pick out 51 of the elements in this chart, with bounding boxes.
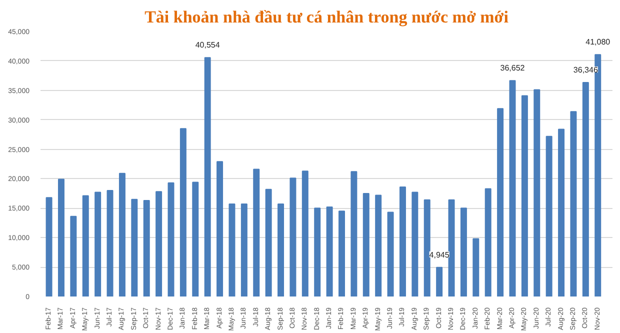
- bar: [521, 95, 528, 296]
- bar: [558, 128, 565, 296]
- bar: [118, 172, 126, 296]
- bar: [399, 186, 406, 296]
- bar: [534, 89, 540, 296]
- bar: [546, 136, 552, 296]
- bar: [228, 204, 236, 296]
- bar: [46, 197, 52, 296]
- bar: [240, 204, 248, 296]
- bar: [106, 190, 114, 296]
- bar: [94, 192, 102, 296]
- data-label: 36,346: [573, 65, 598, 74]
- bar: [412, 192, 418, 296]
- bar: [143, 200, 150, 296]
- chart-title: Tài khoản nhà đầu tư cá nhân trong nước mở mới: [144, 8, 509, 26]
- bar: [314, 208, 321, 296]
- data-label: 41,080: [586, 38, 611, 47]
- bar: [326, 206, 333, 296]
- bar: [265, 188, 272, 296]
- bar: [436, 266, 443, 296]
- bar: [82, 195, 89, 296]
- bar: [180, 128, 186, 296]
- bar: [484, 188, 492, 296]
- bar: [216, 161, 224, 296]
- bar: [278, 204, 284, 296]
- bar: [448, 199, 455, 296]
- bar: [350, 171, 358, 296]
- bar: [156, 191, 162, 296]
- bar: [472, 238, 480, 296]
- bar: [253, 168, 260, 296]
- bar: [460, 208, 467, 296]
- data-label: 40,554: [195, 40, 220, 50]
- bar: [497, 108, 504, 296]
- bar: [387, 212, 394, 296]
- bar: [375, 194, 382, 296]
- bar: [362, 192, 370, 296]
- bar: [302, 170, 308, 296]
- bar: [338, 210, 345, 296]
- bar: [204, 57, 211, 296]
- bar: [58, 178, 64, 296]
- bar: [424, 199, 430, 296]
- data-label: 36,652: [500, 64, 526, 73]
- bar: [290, 178, 296, 296]
- data-label: 4,945: [429, 250, 450, 260]
- bar: [192, 182, 199, 296]
- bar: [509, 80, 516, 296]
- bar: [131, 198, 138, 296]
- bar: [70, 216, 77, 296]
- bar: [168, 182, 174, 296]
- bar: [582, 82, 589, 296]
- bar: [570, 111, 577, 296]
